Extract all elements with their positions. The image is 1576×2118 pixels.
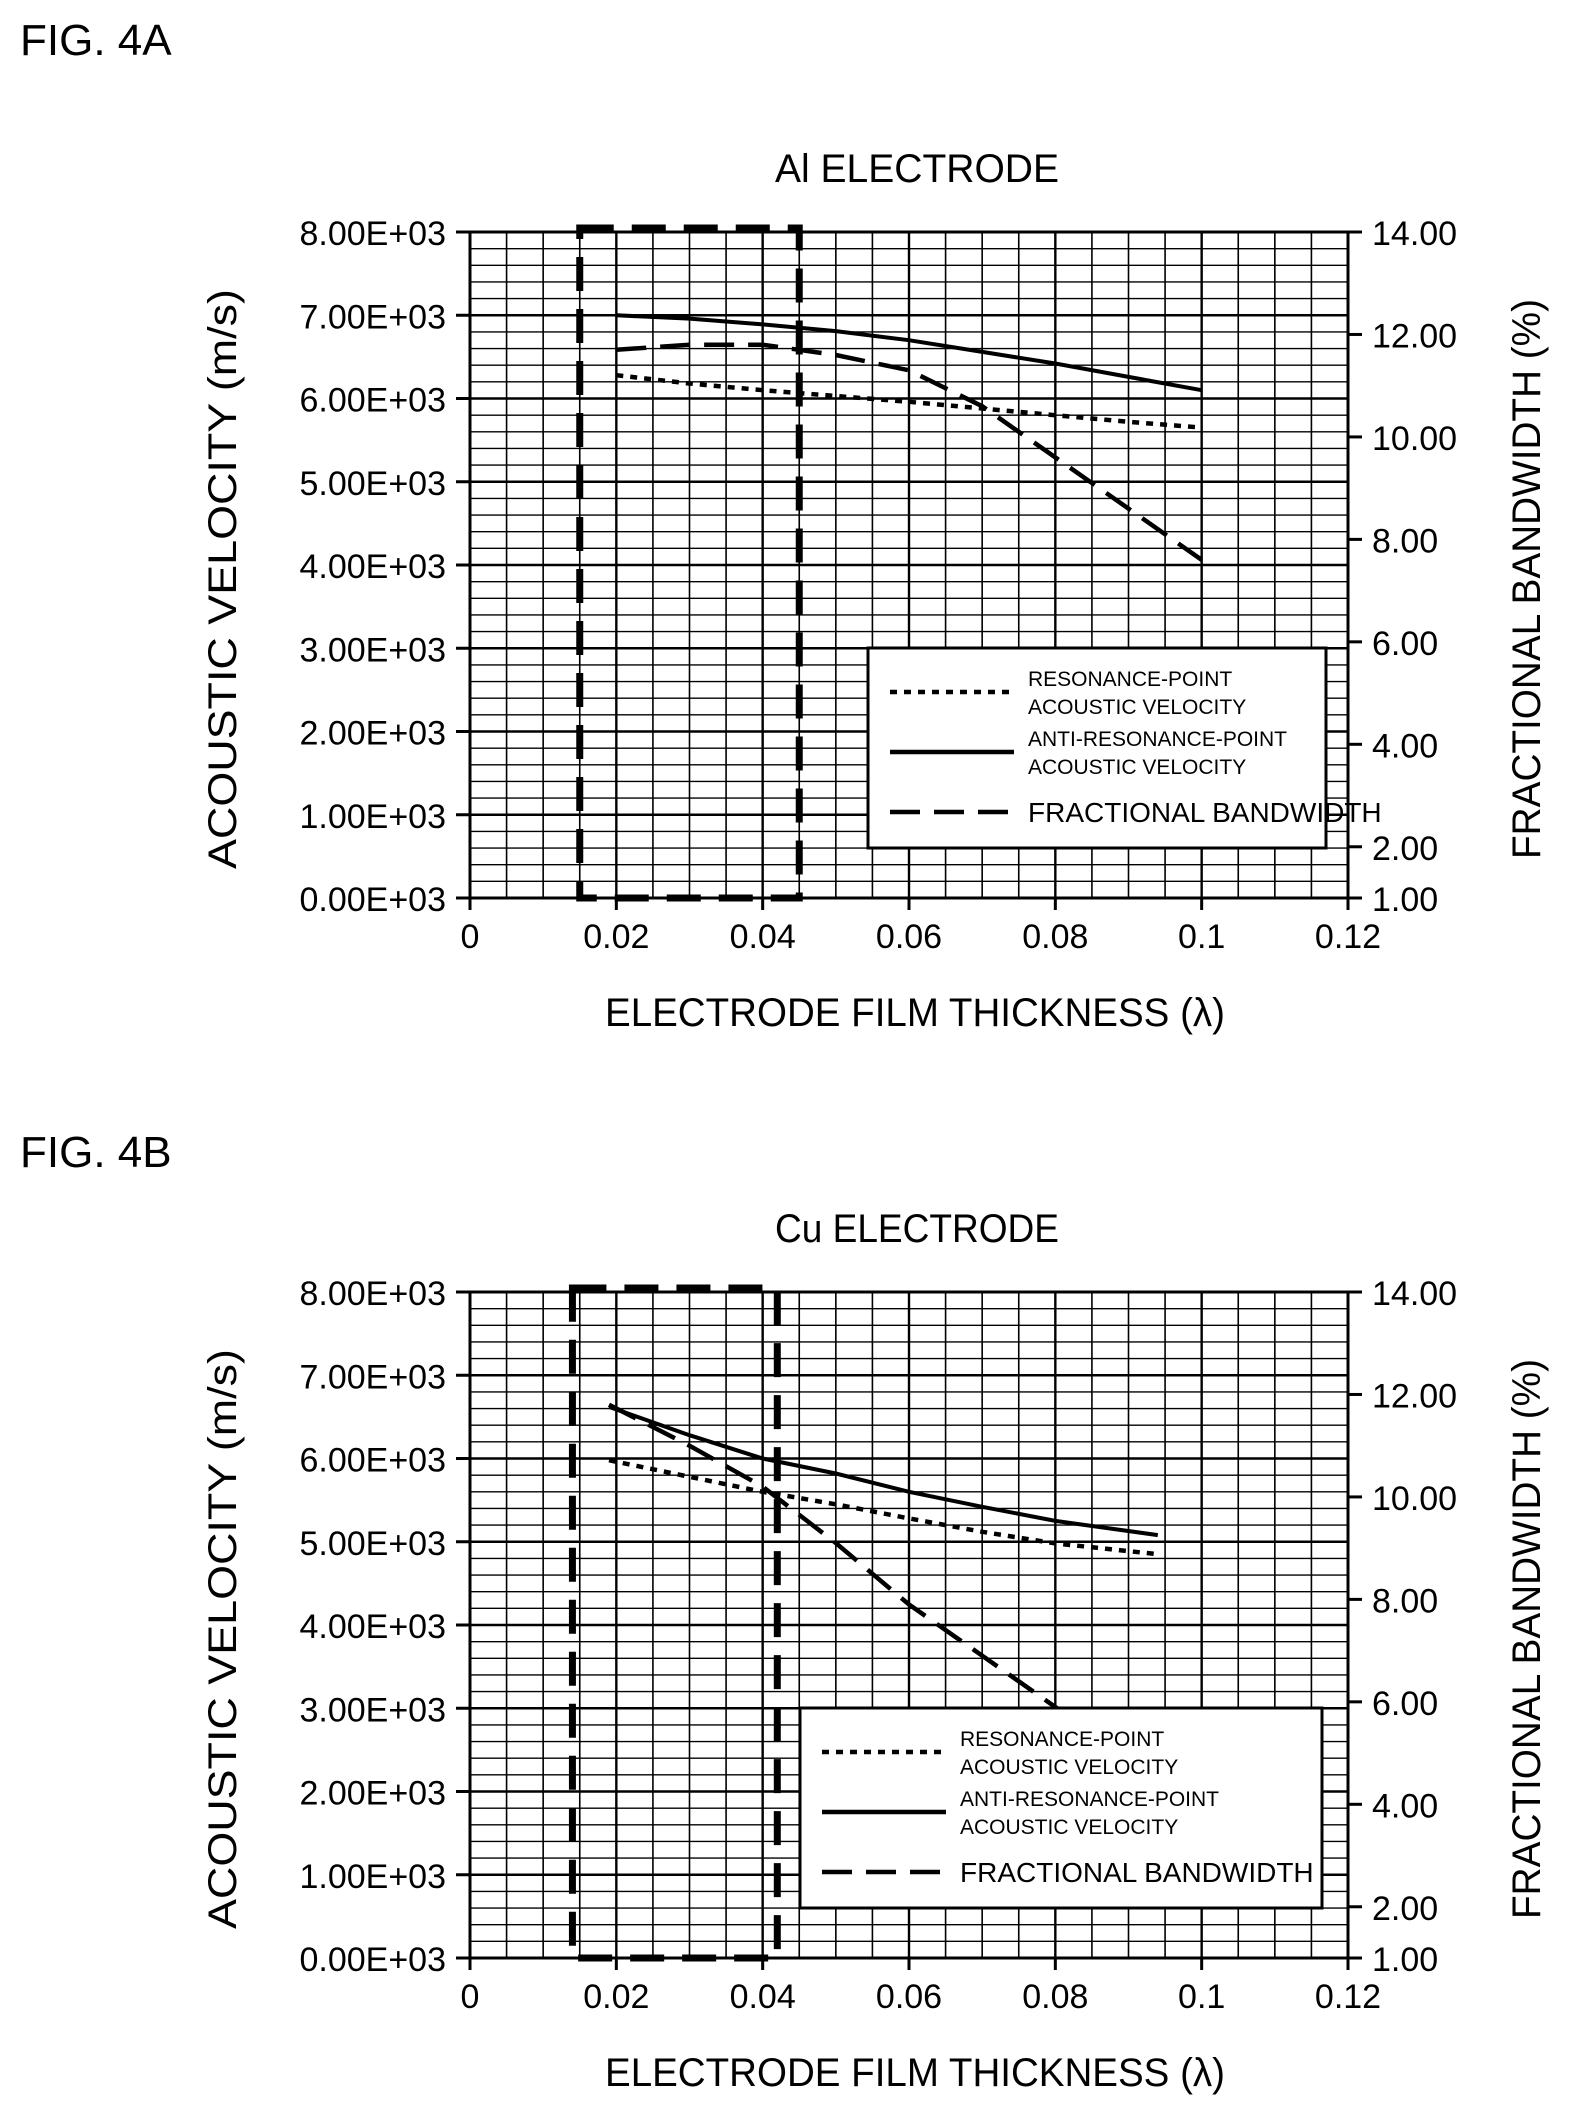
y2-axis-title: FRACTIONAL BANDWIDTH (%) — [1505, 299, 1549, 859]
x-tick-label: 0.02 — [583, 918, 649, 956]
series-line-fractional-bandwidth — [616, 342, 1203, 562]
y2-tick-label: 4.00 — [1372, 1787, 1438, 1825]
legend-label-line2: ACOUSTIC VELOCITY — [1028, 696, 1246, 719]
y2-tick-label: 1.00 — [1372, 881, 1438, 919]
y-tick-label: 3.00E+03 — [299, 631, 446, 669]
x-tick-label: 0.04 — [730, 918, 796, 956]
x-tick-label: 0.1 — [1178, 1978, 1225, 2016]
y2-tick-label: 12.00 — [1372, 1377, 1457, 1415]
y-tick-label: 4.00E+03 — [299, 1608, 446, 1646]
figure-4a-label: FIG. 4A — [20, 16, 172, 65]
y2-tick-label: 14.00 — [1372, 1275, 1457, 1313]
y2-tick-label: 1.00 — [1372, 1941, 1438, 1979]
series-line-resonance — [616, 372, 1202, 430]
x-tick-label: 0.12 — [1315, 918, 1381, 956]
highlight-range-box — [576, 224, 803, 902]
legend-label-line2: ACOUSTIC VELOCITY — [960, 1816, 1178, 1839]
y-tick-label: 2.00E+03 — [299, 715, 446, 753]
legend-label: FRACTIONAL BANDWIDTH — [960, 1857, 1314, 1888]
y-tick-label: 3.00E+03 — [299, 1691, 446, 1729]
x-axis-title: ELECTRODE FILM THICKNESS (λ) — [605, 991, 1225, 1035]
plot-area: Al ELECTRODE 0.00E+03 1.00E+03 2.00E+03 3.00… — [201, 147, 1549, 1035]
y-tick-label: 6.00E+03 — [299, 1442, 446, 1480]
y2-tick-label: 2.00 — [1372, 830, 1438, 868]
y2-tick-label: 8.00 — [1372, 522, 1438, 560]
y2-tick-label: 2.00 — [1372, 1890, 1438, 1928]
y-tick-label: 6.00E+03 — [299, 382, 446, 420]
figure-4b-label: FIG. 4B — [20, 1128, 172, 1177]
y-tick-label: 0.00E+03 — [299, 1941, 446, 1979]
x-tick-label: 0.04 — [730, 1978, 796, 2016]
x-tick-label: 0.02 — [583, 1978, 649, 2016]
y-tick-label: 7.00E+03 — [299, 298, 446, 336]
y-tick-label: 1.00E+03 — [299, 1858, 446, 1896]
y-tick-label: 7.00E+03 — [299, 1358, 446, 1396]
y2-tick-label: 4.00 — [1372, 727, 1438, 765]
chart-title: Cu ELECTRODE — [775, 1207, 1059, 1251]
x-tick-label: 0.08 — [1022, 918, 1088, 956]
legend-label: FRACTIONAL BANDWIDTH — [1028, 797, 1382, 828]
y-tick-label: 2.00E+03 — [299, 1775, 446, 1813]
y-tick-label: 8.00E+03 — [299, 1275, 446, 1313]
y-tick-label: 5.00E+03 — [299, 465, 446, 503]
y2-tick-label: 8.00 — [1372, 1582, 1438, 1620]
y-tick-label: 1.00E+03 — [299, 798, 446, 836]
legend-box — [798, 1706, 1324, 1910]
highlight-range-box — [568, 1284, 781, 1962]
y2-tick-label: 14.00 — [1372, 215, 1457, 253]
y2-tick-label: 10.00 — [1372, 1480, 1457, 1518]
series-line-anti-resonance — [616, 313, 1203, 393]
y-axis-title: ACOUSTIC VELOCITY (m/s) — [201, 289, 245, 869]
series-line-fractional-bandwidth — [607, 1402, 1160, 1776]
x-tick-label: 0.08 — [1022, 1978, 1088, 2016]
legend-label: ANTI-RESONANCE-POINT — [1028, 728, 1287, 751]
x-tick-label: 0.1 — [1178, 918, 1225, 956]
y2-axis-title: FRACTIONAL BANDWIDTH (%) — [1505, 1359, 1549, 1919]
y2-tick-label: 6.00 — [1372, 1685, 1438, 1723]
series-line-resonance — [608, 1457, 1159, 1557]
x-tick-label: 0 — [461, 1978, 480, 2016]
y2-tick-label: 10.00 — [1372, 420, 1457, 458]
x-tick-label: 0.06 — [876, 1978, 942, 2016]
x-axis-title: ELECTRODE FILM THICKNESS (λ) — [605, 2051, 1225, 2095]
y2-tick-label: 12.00 — [1372, 317, 1457, 355]
legend-label: ANTI-RESONANCE-POINT — [960, 1788, 1219, 1811]
x-tick-label: 0.06 — [876, 918, 942, 956]
chart-title: Al ELECTRODE — [775, 147, 1059, 191]
al-electrode-chart: Al ELECTRODE 0.00E+03 1.00E+03 2.00E+03 3.00… — [201, 147, 1549, 1035]
legend-label: RESONANCE-POINT — [1028, 668, 1232, 691]
plot-area: Cu ELECTRODE 0.00E+03 1.00E+03 2.00E+03 3.00… — [201, 1207, 1549, 2095]
grid — [470, 1292, 1348, 1958]
y-tick-label: 0.00E+03 — [299, 881, 446, 919]
legend-box — [866, 646, 1328, 850]
series-line-anti-resonance — [608, 1405, 1159, 1538]
legend-label: RESONANCE-POINT — [960, 1728, 1164, 1751]
cu-electrode-chart: Cu ELECTRODE 0.00E+03 1.00E+03 2.00E+03 3.00… — [201, 1207, 1549, 2095]
y-tick-label: 5.00E+03 — [299, 1525, 446, 1563]
legend-label-line2: ACOUSTIC VELOCITY — [960, 1756, 1178, 1779]
x-tick-label: 0 — [461, 918, 480, 956]
x-tick-label: 0.12 — [1315, 1978, 1381, 2016]
y-axis-title: ACOUSTIC VELOCITY (m/s) — [201, 1349, 245, 1929]
y-tick-label: 8.00E+03 — [299, 215, 446, 253]
legend-label-line2: ACOUSTIC VELOCITY — [1028, 756, 1246, 779]
y2-tick-label: 6.00 — [1372, 625, 1438, 663]
y-tick-label: 4.00E+03 — [299, 548, 446, 586]
